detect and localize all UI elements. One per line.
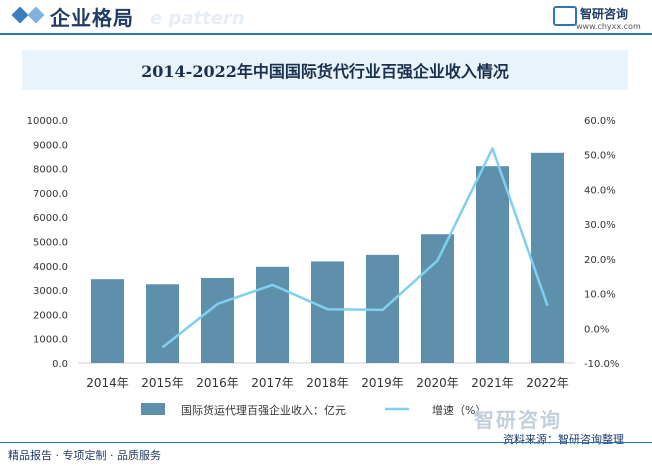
- footer-tagline: 精品报告 · 专项定制 · 品质服务: [8, 449, 161, 462]
- x-tick-label: 2018年: [306, 376, 349, 390]
- x-tick-label: 2019年: [361, 376, 404, 390]
- right-tick-label: -10.0%: [584, 359, 619, 370]
- growth-rate-line: [161, 147, 549, 349]
- header-divider: [0, 33, 652, 35]
- legend-bar-swatch: [141, 403, 165, 415]
- legend-bar-label: 国际货运代理百强企业收入：亿元: [181, 403, 346, 417]
- brand-name: 智研咨询: [580, 7, 629, 21]
- right-tick-label: 60.0%: [584, 116, 616, 127]
- x-tick-label: 2017年: [251, 376, 294, 390]
- section-title: 企业格局: [50, 6, 134, 30]
- right-tick-label: 0.0%: [584, 324, 609, 335]
- legend-line-label: 增速（%）: [432, 403, 486, 417]
- chart-title-bar: 2014-2022年中国国际货代行业百强企业收入情况: [22, 50, 628, 90]
- legend: 国际货运代理百强企业收入：亿元 增速（%）: [141, 403, 486, 417]
- left-tick-label: 9000.0: [33, 140, 68, 151]
- right-tick-label: 30.0%: [584, 220, 616, 231]
- revenue-bar: [256, 266, 289, 363]
- watermark-logo: 智研咨询: [474, 408, 562, 432]
- x-tick-label: 2022年: [526, 376, 569, 390]
- footer-divider: [0, 442, 652, 443]
- x-tick-label: 2021年: [471, 376, 514, 390]
- bar-series: [91, 152, 564, 363]
- revenue-bar: [476, 166, 509, 363]
- section-ghost-text: e pattern: [150, 8, 245, 29]
- x-tick-label: 2014年: [86, 376, 129, 390]
- revenue-bar: [531, 152, 564, 363]
- brand-logo-icon: [553, 6, 577, 26]
- left-axis: 0.0 1000.0 2000.0 3000.0 4000.0 5000.0 6000.0 7…: [27, 116, 68, 370]
- revenue-bar: [146, 284, 179, 363]
- right-tick-label: 50.0%: [584, 151, 616, 162]
- left-tick-label: 1000.0: [33, 335, 68, 346]
- left-tick-label: 7000.0: [33, 189, 68, 200]
- x-tick-label: 2015年: [141, 376, 184, 390]
- revenue-bar: [421, 234, 454, 363]
- section-header: 企业格局 e pattern 智研咨询 www.chyxx.com: [0, 0, 652, 36]
- x-tick-label: 2016年: [196, 376, 239, 390]
- revenue-bar: [91, 279, 124, 363]
- right-axis: -10.0% 0.0% 10.0% 20.0% 30.0% 40.0% 50.0% 60.0%: [584, 116, 619, 370]
- left-tick-label: 10000.0: [27, 116, 68, 127]
- right-tick-label: 20.0%: [584, 255, 616, 266]
- left-tick-label: 6000.0: [33, 213, 68, 224]
- left-tick-label: 4000.0: [33, 262, 68, 273]
- right-tick-label: 40.0%: [584, 185, 616, 196]
- chart-title: 2014-2022年中国国际货代行业百强企业收入情况: [141, 62, 509, 81]
- right-tick-label: 10.0%: [584, 290, 616, 301]
- source-note: 资料来源：智研咨询整理: [503, 433, 624, 446]
- left-tick-label: 3000.0: [33, 286, 68, 297]
- left-tick-label: 8000.0: [33, 165, 68, 176]
- revenue-bar: [311, 261, 344, 363]
- x-axis: 2014年 2015年 2016年 2017年 2018年 2019年 2020年 2021年…: [86, 376, 569, 390]
- brand-url: www.chyxx.com: [576, 22, 641, 31]
- left-tick-label: 2000.0: [33, 310, 68, 321]
- revenue-bar: [201, 277, 234, 363]
- left-tick-label: 0.0: [52, 359, 68, 370]
- x-tick-label: 2020年: [416, 376, 459, 390]
- left-tick-label: 5000.0: [33, 238, 68, 249]
